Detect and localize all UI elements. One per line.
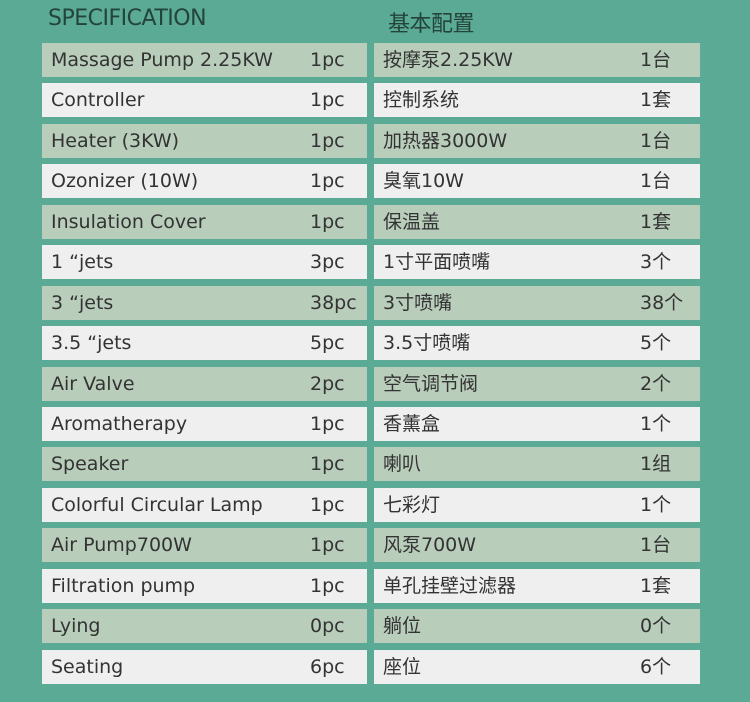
english-cell: Speaker 1pc (42, 447, 367, 482)
item-name: Controller (51, 89, 145, 112)
item-quantity: 1pc (310, 170, 345, 193)
item-quantity: 2pc (310, 372, 345, 395)
item-quantity-chinese: 2个 (640, 372, 672, 395)
english-cell: 3.5 “jets 5pc (42, 326, 367, 361)
item-quantity: 38pc (310, 291, 357, 314)
english-cell: Controller 1pc (42, 83, 367, 118)
item-quantity-chinese: 5个 (640, 332, 672, 355)
item-name: 3 “jets (51, 291, 114, 314)
chinese-cell: 单孔挂壁过滤器 1套 (374, 568, 700, 603)
english-cell: 3 “jets 38pc (42, 285, 367, 320)
item-name: Ozonizer (10W) (51, 170, 199, 193)
item-quantity: 6pc (310, 655, 345, 678)
item-name-chinese: 喇叭 (383, 453, 422, 476)
item-name: Insulation Cover (51, 210, 206, 233)
item-name: 3.5 “jets (51, 332, 132, 355)
item-quantity: 1pc (310, 49, 345, 71)
item-quantity: 1pc (310, 493, 345, 516)
item-quantity-chinese: 1组 (640, 453, 672, 476)
item-name-chinese: 按摩泵2.25KW (383, 49, 513, 71)
item-quantity-chinese: 1台 (640, 49, 672, 71)
item-name: 1 “jets (51, 251, 114, 274)
item-quantity: 3pc (310, 251, 345, 274)
item-name: Seating (51, 655, 124, 678)
item-quantity-chinese: 1套 (640, 89, 672, 112)
english-cell: Heater (3KW) 1pc (42, 123, 367, 158)
item-quantity: 5pc (310, 332, 345, 355)
english-cell: Massage Pump 2.25KW 1pc (42, 43, 367, 77)
item-quantity-chinese: 38个 (640, 291, 684, 314)
item-quantity-chinese: 6个 (640, 655, 672, 678)
item-quantity-chinese: 3个 (640, 251, 672, 274)
english-cell: Colorful Circular Lamp 1pc (42, 487, 367, 522)
english-cell: Ozonizer (10W) 1pc (42, 164, 367, 199)
item-quantity-chinese: 1台 (640, 534, 672, 557)
item-name: Air Valve (51, 372, 135, 395)
item-name-chinese: 3.5寸喷嘴 (383, 332, 471, 355)
chinese-cell: 3寸喷嘴 38个 (374, 285, 700, 320)
item-quantity-chinese: 1个 (640, 493, 672, 516)
item-quantity: 1pc (310, 89, 345, 112)
item-name: Lying (51, 615, 101, 638)
item-name-chinese: 躺位 (383, 615, 422, 638)
english-cell: Filtration pump 1pc (42, 568, 367, 603)
chinese-cell: 风泵700W 1台 (374, 528, 700, 563)
chinese-cell: 臭氧10W 1台 (374, 164, 700, 199)
item-quantity-chinese: 0个 (640, 615, 672, 638)
item-quantity-chinese: 1台 (640, 170, 672, 193)
item-quantity-chinese: 1台 (640, 129, 672, 152)
english-cell: Insulation Cover 1pc (42, 204, 367, 239)
chinese-cell: 七彩灯 1个 (374, 487, 700, 522)
item-name: Massage Pump 2.25KW (51, 49, 273, 71)
english-cell: Air Pump700W 1pc (42, 528, 367, 563)
item-name: Colorful Circular Lamp (51, 493, 263, 516)
item-quantity: 1pc (310, 453, 345, 476)
item-name-chinese: 臭氧10W (383, 170, 464, 193)
item-name-chinese: 1寸平面喷嘴 (383, 251, 491, 274)
chinese-cell: 保温盖 1套 (374, 204, 700, 239)
item-quantity: 0pc (310, 615, 345, 638)
item-quantity-chinese: 1个 (640, 412, 672, 435)
chinese-cell: 1寸平面喷嘴 3个 (374, 245, 700, 280)
item-name-chinese: 香薰盒 (383, 412, 441, 435)
item-name-chinese: 七彩灯 (383, 493, 441, 516)
item-name-chinese: 控制系统 (383, 89, 460, 112)
chinese-cell: 加热器3000W 1台 (374, 123, 700, 158)
item-quantity: 1pc (310, 534, 345, 557)
item-name: Speaker (51, 453, 129, 476)
item-name-chinese: 风泵700W (383, 534, 477, 557)
item-name: Filtration pump (51, 574, 196, 597)
item-quantity: 1pc (310, 574, 345, 597)
item-name-chinese: 保温盖 (383, 210, 441, 233)
english-cell: 1 “jets 3pc (42, 245, 367, 280)
chinese-cell: 躺位 0个 (374, 609, 700, 644)
english-cell: Air Valve 2pc (42, 366, 367, 401)
item-name-chinese: 加热器3000W (383, 129, 508, 152)
item-name: Air Pump700W (51, 534, 192, 557)
item-name-chinese: 座位 (383, 655, 422, 678)
chinese-cell: 香薰盒 1个 (374, 406, 700, 441)
specification-heading-chinese: 基本配置 (388, 12, 475, 37)
chinese-cell: 按摩泵2.25KW 1台 (374, 43, 700, 77)
english-cell: Aromatherapy 1pc (42, 406, 367, 441)
chinese-cell: 空气调节阀 2个 (374, 366, 700, 401)
specification-heading: SPECIFICATION (48, 6, 207, 31)
item-quantity: 1pc (310, 129, 345, 152)
item-quantity-chinese: 1套 (640, 210, 672, 233)
english-cell: Lying 0pc (42, 609, 367, 644)
item-name-chinese: 空气调节阀 (383, 372, 479, 395)
item-name: Heater (3KW) (51, 129, 180, 152)
item-name-chinese: 3寸喷嘴 (383, 291, 453, 314)
item-quantity-chinese: 1套 (640, 574, 672, 597)
item-quantity: 1pc (310, 210, 345, 233)
chinese-cell: 3.5寸喷嘴 5个 (374, 326, 700, 361)
item-quantity: 1pc (310, 412, 345, 435)
item-name: Aromatherapy (51, 412, 188, 435)
chinese-cell: 喇叭 1组 (374, 447, 700, 482)
item-name-chinese: 单孔挂壁过滤器 (383, 574, 517, 597)
chinese-cell: 控制系统 1套 (374, 83, 700, 118)
chinese-cell: 座位 6个 (374, 649, 700, 684)
english-cell: Seating 6pc (42, 649, 367, 684)
